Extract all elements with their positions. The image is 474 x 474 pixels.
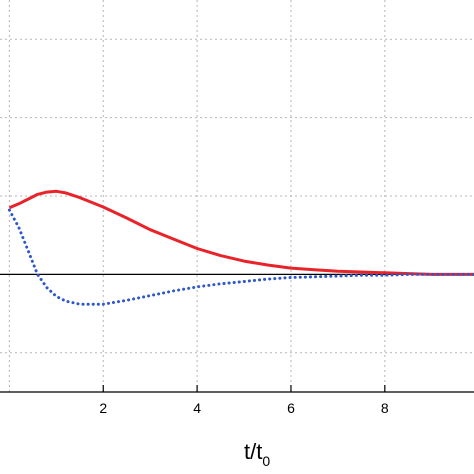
x-tick-label: 4: [193, 400, 201, 416]
series-layer: [7, 189, 474, 306]
x-axis-label: t/t0: [244, 439, 270, 469]
dotted-series-line: [7, 208, 474, 306]
x-ticks: 2 4 6 8: [99, 385, 389, 416]
grid: [0, 0, 474, 392]
x-axis-label-main: t/t: [244, 439, 262, 464]
solid-series-line: [8, 189, 474, 276]
x-tick-label: 6: [287, 400, 295, 416]
x-axis-label-subscript: 0: [262, 453, 270, 469]
x-tick-label: 2: [99, 400, 107, 416]
x-tick-label: 8: [381, 400, 389, 416]
